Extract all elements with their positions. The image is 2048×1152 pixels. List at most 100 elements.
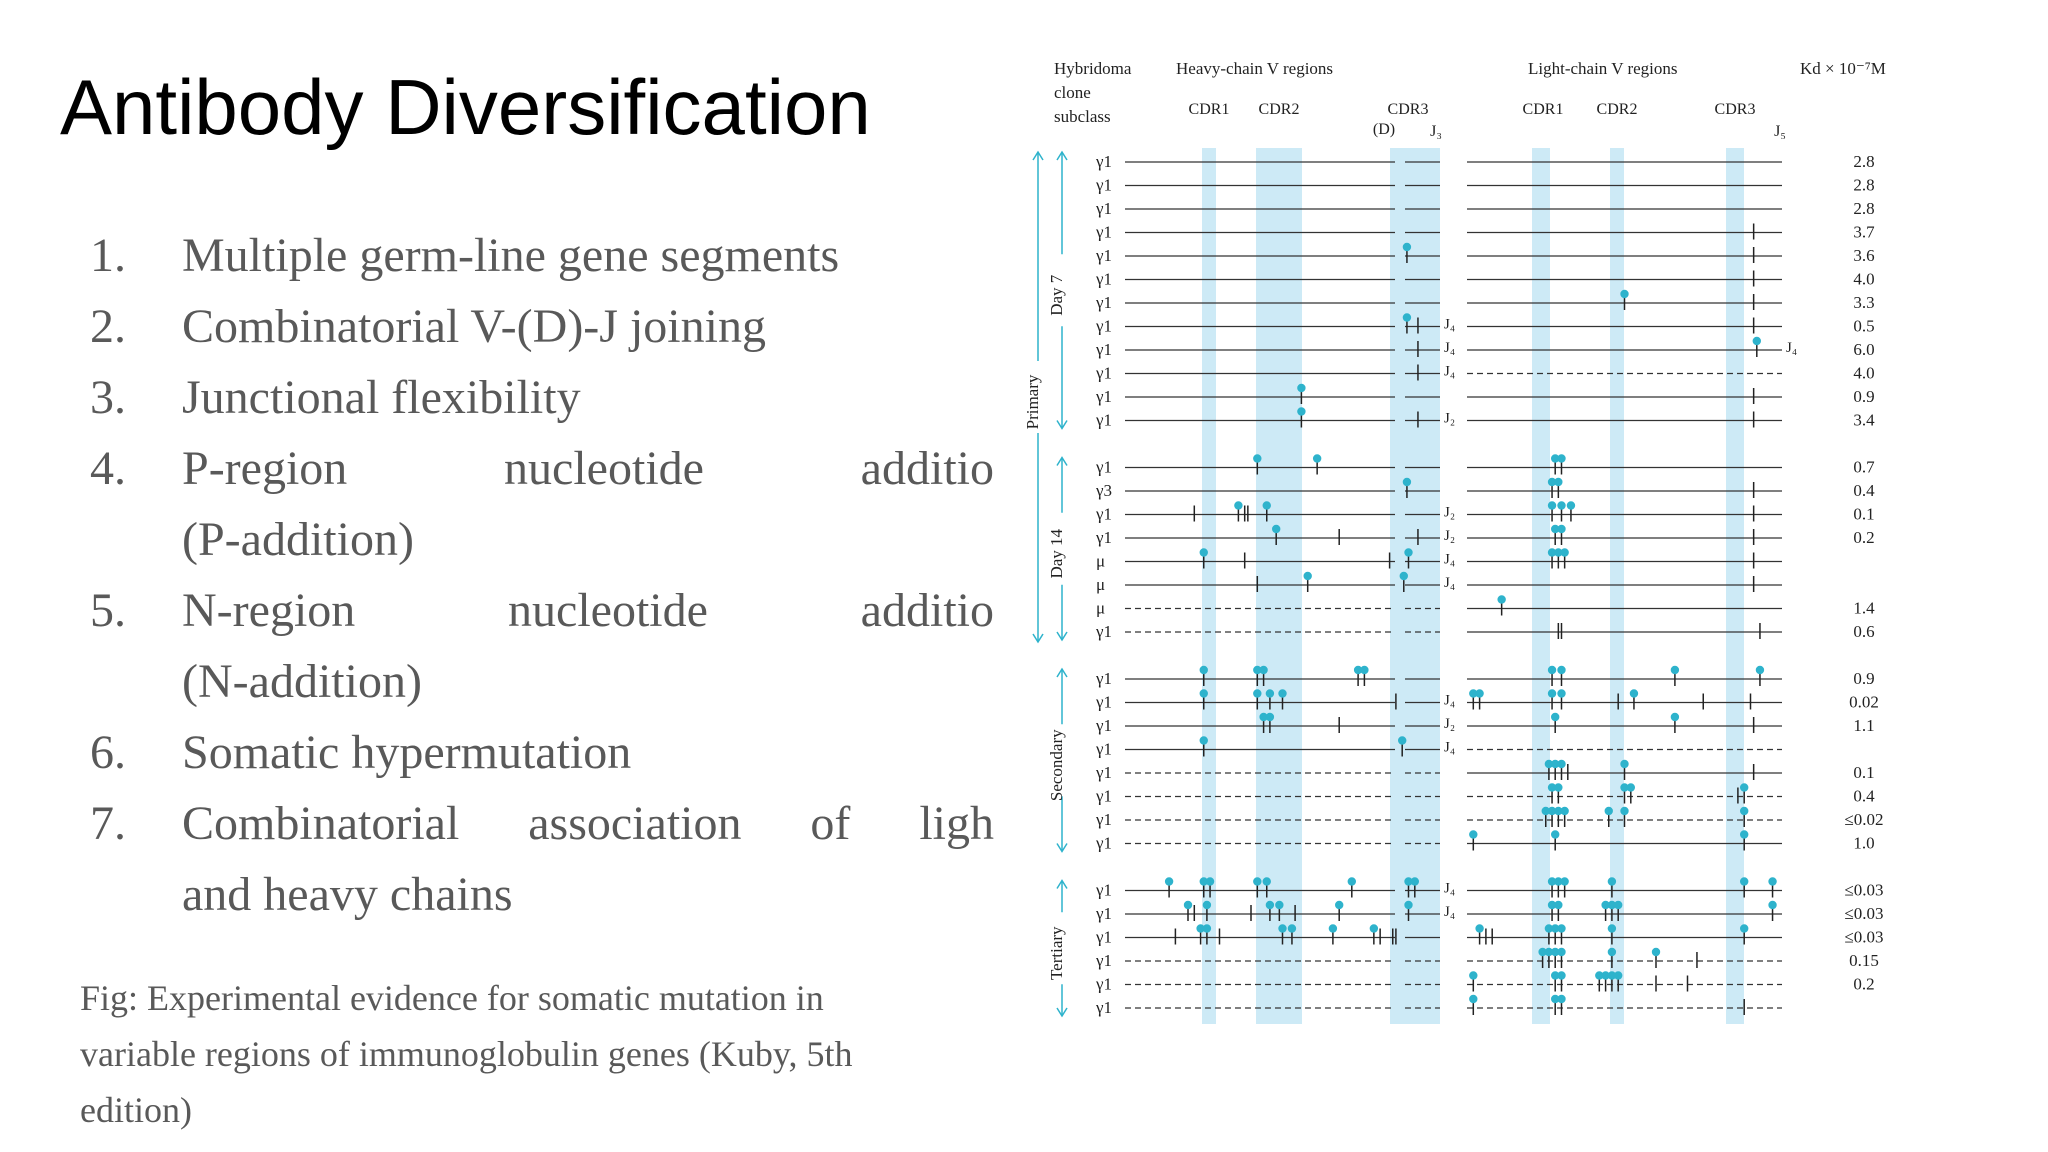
light-mutation-dot (1538, 947, 1547, 957)
light-mutation-dot (1557, 689, 1566, 698)
heavy-mutation-dot (1253, 877, 1262, 886)
heavy-mutation-dot (1199, 689, 1208, 698)
heavy-mutation-dot (1399, 571, 1408, 581)
heavy-mutation-dot (1205, 877, 1215, 886)
row-subclass: γ1 (1095, 763, 1112, 782)
row-kd-value: 6.0 (1853, 340, 1874, 359)
heavy-mutation-dot (1164, 877, 1174, 886)
row-kd-value: 0.1 (1853, 505, 1874, 524)
list-item-5: 5. N-region nucleotide additio (N-additi… (90, 575, 994, 717)
row-kd-value: ≤0.03 (1844, 904, 1883, 923)
row-kd-value: 0.9 (1853, 387, 1874, 406)
heavy-j-label: J₄ (1444, 693, 1455, 709)
heavy-mutation-dot (1404, 877, 1413, 886)
row-kd-value: 0.15 (1849, 951, 1879, 970)
header-light-title: Light-chain V regions (1528, 59, 1678, 78)
row-subclass: γ1 (1095, 458, 1112, 477)
light-mutation-dot (1620, 289, 1629, 299)
row-subclass: γ3 (1095, 481, 1112, 500)
light-mutation-dot (1547, 665, 1557, 675)
row-subclass: μ (1096, 575, 1105, 594)
list-number: 3. (90, 371, 126, 424)
light-mutation-dot (1595, 971, 1604, 980)
row-subclass: γ1 (1095, 364, 1112, 383)
list-text-line1: Combinatorial association of ligh (182, 797, 994, 850)
heavy-mutation-dot (1199, 736, 1208, 745)
row-subclass: γ1 (1095, 669, 1112, 688)
light-mutation-dot (1601, 971, 1610, 980)
heavy-mutation-dot (1369, 924, 1379, 933)
light-mutation-dot (1560, 806, 1569, 816)
heavy-mutation-dot (1253, 454, 1262, 463)
header-heavy-j: J₃ (1430, 123, 1442, 140)
heavy-mutation-dot (1199, 877, 1208, 886)
header-light-cdr1: CDR1 (1523, 101, 1564, 118)
heavy-mutation-dot (1402, 242, 1412, 252)
heavy-mutation-dot (1262, 877, 1271, 886)
row-subclass: γ1 (1095, 716, 1112, 735)
light-mutation-dot (1469, 830, 1478, 839)
row-kd-value: 0.2 (1853, 975, 1874, 994)
heavy-j-label: J₄ (1444, 317, 1455, 333)
day14-group-arrow-head (1056, 456, 1068, 466)
heavy-j-label: J₄ (1444, 740, 1455, 756)
row-subclass: γ1 (1095, 998, 1112, 1017)
header-clone: clone (1054, 83, 1091, 102)
header-kd: Kd × 10⁻⁷M (1800, 59, 1886, 78)
light-mutation-dot (1755, 665, 1765, 675)
tertiary-group-label: Tertiary (1047, 926, 1066, 980)
row-kd-value: 0.2 (1853, 528, 1874, 547)
mutation-figure: Hybridoma clone subclass Heavy-chain V regi… (1000, 50, 2000, 1090)
heavy-j-label: J₄ (1444, 364, 1455, 380)
heavy-mutation-dot (1328, 924, 1338, 933)
light-mutation-dot (1557, 501, 1566, 510)
light-mutation-dot (1560, 877, 1569, 886)
day7-group-arrow-head (1056, 420, 1068, 430)
row-kd-value: 3.6 (1853, 246, 1874, 265)
light-mutation-dot (1557, 994, 1566, 1004)
list-item-1: 1. Multiple germ-line gene segments (90, 220, 910, 291)
list-number: 5. (90, 584, 126, 637)
slide-title: Antibody Diversification (60, 63, 871, 151)
row-kd-value: ≤0.03 (1844, 881, 1883, 900)
heavy-j-label: J₂ (1444, 505, 1455, 521)
row-subclass: γ1 (1095, 270, 1112, 289)
light-mutation-dot (1551, 759, 1560, 769)
heavy-mutation-dot (1259, 712, 1268, 722)
heavy-j-label: J₄ (1444, 552, 1455, 568)
light-mutation-dot (1547, 806, 1557, 816)
header-heavy-d: (D) (1373, 121, 1395, 138)
heavy-mutation-dot (1297, 407, 1306, 416)
row-kd-value: 0.7 (1853, 458, 1875, 477)
heavy-j-label: J₂ (1444, 411, 1455, 427)
light-mutation-dot (1740, 877, 1749, 886)
light-mutation-dot (1554, 877, 1563, 886)
list-text: Somatic hypermutation (182, 726, 632, 779)
day14-group-arrow-head (1056, 631, 1068, 642)
light-mutation-dot (1607, 971, 1617, 980)
light-mutation-dot (1626, 783, 1635, 792)
light-mutation-dot (1614, 900, 1623, 910)
row-kd-value: 3.4 (1853, 411, 1875, 430)
light-mutation-dot (1620, 806, 1629, 816)
row-kd-value: 0.02 (1849, 693, 1879, 712)
row-kd-value: 1.1 (1853, 716, 1874, 735)
heavy-mutation-dot (1402, 313, 1412, 322)
row-subclass: γ1 (1095, 340, 1112, 359)
light-mutation-dot (1620, 783, 1629, 792)
light-mutation-dot (1547, 783, 1557, 792)
row-subclass: γ1 (1095, 881, 1112, 900)
list-item-4: 4. P-region nucleotide additio (P-additi… (90, 433, 994, 575)
heavy-mutation-dot (1234, 501, 1243, 510)
heavy-mutation-dot (1262, 501, 1271, 510)
row-subclass: γ1 (1095, 246, 1112, 265)
row-subclass: γ1 (1095, 622, 1112, 641)
diversification-list: 1. Multiple germ-line gene segments 2. C… (90, 220, 994, 930)
light-mutation-dot (1607, 877, 1617, 886)
heavy-mutation-dot (1196, 924, 1205, 933)
heavy-mutation-dot (1202, 924, 1212, 933)
row-subclass: γ1 (1095, 975, 1112, 994)
row-kd-value: ≤0.02 (1844, 810, 1883, 829)
light-mutation-dot (1557, 924, 1566, 933)
light-mutation-dot (1554, 900, 1563, 910)
